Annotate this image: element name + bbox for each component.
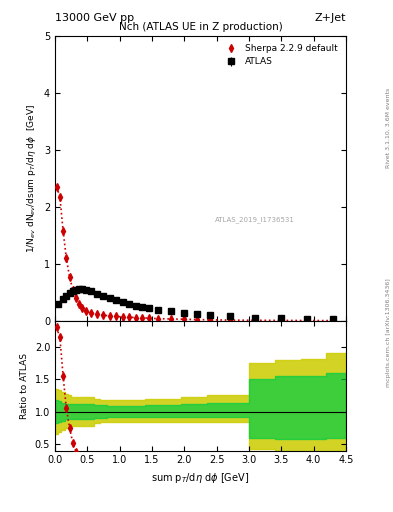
Sherpa 2.2.9 default (88, 310, 93, 316)
Sherpa 2.2.9 default (61, 228, 66, 234)
Sherpa 2.2.9 default (80, 305, 85, 311)
Sherpa 2.2.9 default (134, 314, 138, 321)
Text: 13000 GeV pp: 13000 GeV pp (55, 13, 134, 23)
Text: ATLAS_2019_I1736531: ATLAS_2019_I1736531 (215, 216, 295, 223)
Text: mcplots.cern.ch [arXiv:1306.3436]: mcplots.cern.ch [arXiv:1306.3436] (386, 279, 391, 387)
Sherpa 2.2.9 default (182, 316, 187, 323)
Legend: Sherpa 2.2.9 default, ATLAS: Sherpa 2.2.9 default, ATLAS (220, 40, 342, 70)
Line: Sherpa 2.2.9 default: Sherpa 2.2.9 default (54, 184, 336, 324)
Sherpa 2.2.9 default (101, 312, 106, 318)
Sherpa 2.2.9 default (169, 316, 174, 322)
Sherpa 2.2.9 default (114, 313, 119, 319)
Sherpa 2.2.9 default (156, 315, 161, 322)
Sherpa 2.2.9 default (83, 308, 88, 314)
Sherpa 2.2.9 default (253, 317, 258, 324)
Sherpa 2.2.9 default (64, 255, 69, 261)
Y-axis label: Ratio to ATLAS: Ratio to ATLAS (20, 353, 29, 419)
Sherpa 2.2.9 default (331, 317, 335, 324)
Sherpa 2.2.9 default (195, 316, 200, 323)
Sherpa 2.2.9 default (279, 317, 284, 324)
Sherpa 2.2.9 default (77, 301, 82, 307)
Y-axis label: 1/N$_{ev}$ dN$_{ev}$/dsum p$_T$/d$\eta$ d$\phi$  [GeV]: 1/N$_{ev}$ dN$_{ev}$/dsum p$_T$/d$\eta$ … (26, 104, 39, 253)
Sherpa 2.2.9 default (305, 317, 309, 324)
Sherpa 2.2.9 default (73, 295, 78, 301)
Sherpa 2.2.9 default (54, 184, 59, 190)
X-axis label: sum p$_T$/d$\eta$ d$\phi$ [GeV]: sum p$_T$/d$\eta$ d$\phi$ [GeV] (151, 471, 250, 485)
Sherpa 2.2.9 default (67, 274, 72, 280)
Sherpa 2.2.9 default (208, 317, 213, 323)
Text: Rivet 3.1.10, 3.6M events: Rivet 3.1.10, 3.6M events (386, 88, 391, 168)
Sherpa 2.2.9 default (146, 315, 151, 321)
Sherpa 2.2.9 default (57, 194, 62, 200)
Title: Nch (ATLAS UE in Z production): Nch (ATLAS UE in Z production) (119, 23, 282, 32)
Text: Z+Jet: Z+Jet (314, 13, 346, 23)
Sherpa 2.2.9 default (127, 314, 132, 321)
Sherpa 2.2.9 default (227, 317, 232, 323)
Sherpa 2.2.9 default (140, 315, 145, 321)
Sherpa 2.2.9 default (95, 311, 99, 317)
Sherpa 2.2.9 default (70, 287, 75, 293)
Sherpa 2.2.9 default (108, 313, 112, 319)
Sherpa 2.2.9 default (121, 314, 125, 320)
